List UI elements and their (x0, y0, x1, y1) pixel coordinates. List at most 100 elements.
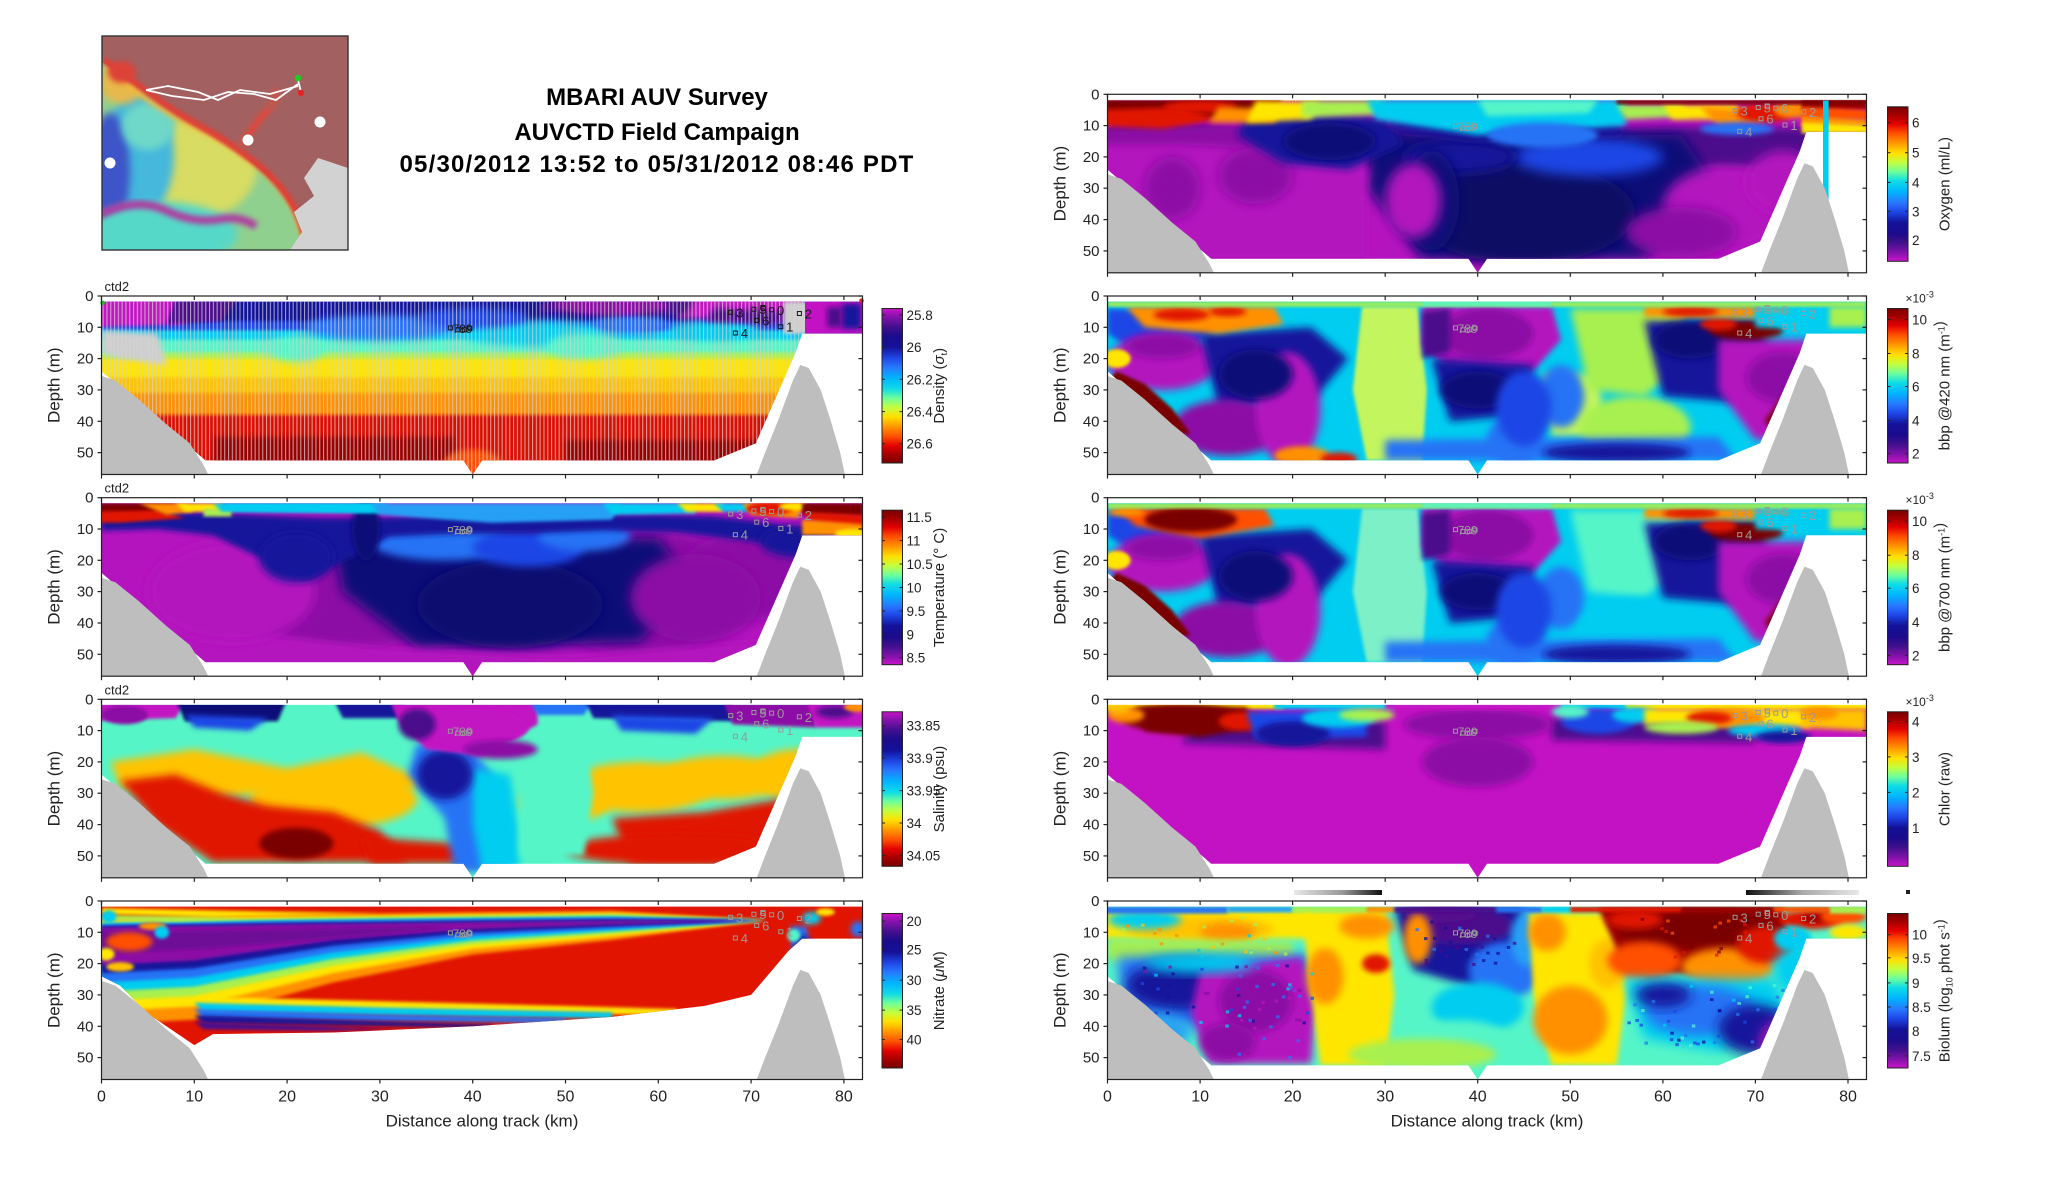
svg-text:2: 2 (1912, 233, 1920, 248)
svg-text:2: 2 (1809, 912, 1816, 927)
svg-text:1: 1 (1790, 723, 1797, 738)
svg-text:789: 789 (1458, 322, 1478, 336)
svg-text:50: 50 (77, 1050, 94, 1067)
svg-text:Distance along track (km): Distance along track (km) (1391, 1112, 1584, 1131)
svg-text:2: 2 (1809, 307, 1816, 322)
svg-text:4: 4 (1745, 326, 1752, 341)
svg-text:2: 2 (1809, 710, 1816, 725)
svg-text:40: 40 (907, 1032, 922, 1047)
svg-text:0: 0 (1781, 908, 1788, 923)
svg-text:40: 40 (1083, 615, 1100, 632)
svg-text:Temperature (° C): Temperature (° C) (931, 528, 948, 647)
svg-text:50: 50 (1561, 1089, 1579, 1106)
svg-text:1: 1 (786, 723, 793, 738)
svg-text:9: 9 (1912, 976, 1920, 991)
svg-text:10.5: 10.5 (907, 557, 933, 572)
svg-text:bbp @420 nm (m-1): bbp @420 nm (m-1) (1932, 321, 1954, 450)
svg-text:30: 30 (907, 973, 922, 988)
svg-text:4: 4 (741, 931, 748, 946)
svg-text:Depth (m): Depth (m) (1050, 751, 1069, 827)
svg-text:0: 0 (85, 490, 93, 507)
svg-text:50: 50 (77, 445, 94, 462)
svg-text:80: 80 (835, 1089, 853, 1106)
svg-text:9.5: 9.5 (1912, 951, 1931, 966)
svg-text:40: 40 (464, 1089, 482, 1106)
svg-text:6: 6 (1912, 116, 1920, 131)
svg-text:10: 10 (1083, 924, 1100, 941)
svg-text:0: 0 (777, 303, 784, 318)
svg-text:3: 3 (736, 709, 743, 724)
svg-text:5: 5 (1764, 302, 1771, 317)
svg-text:2: 2 (1912, 785, 1920, 800)
svg-text:Depth (m): Depth (m) (1051, 549, 1070, 625)
svg-text:50: 50 (77, 848, 94, 865)
svg-text:6: 6 (1766, 717, 1773, 732)
svg-text:2: 2 (805, 508, 812, 523)
svg-text:789: 789 (452, 524, 472, 538)
svg-text:2: 2 (805, 912, 812, 927)
svg-text:10: 10 (77, 521, 94, 538)
svg-text:0: 0 (1091, 490, 1099, 507)
svg-text:2: 2 (1809, 105, 1816, 120)
svg-text:26: 26 (907, 340, 922, 355)
svg-text:70: 70 (1747, 1089, 1765, 1106)
svg-text:789: 789 (1458, 927, 1478, 941)
svg-text:0: 0 (777, 908, 784, 923)
svg-text:4: 4 (1745, 931, 1752, 946)
svg-text:8.5: 8.5 (1912, 1000, 1931, 1015)
svg-text:Oxygen (ml/L): Oxygen (ml/L) (1937, 137, 1954, 231)
svg-text:2: 2 (1912, 648, 1920, 663)
svg-text:4: 4 (1745, 729, 1752, 744)
svg-text:4: 4 (1745, 528, 1752, 543)
svg-text:bbp @700 nm (m-1): bbp @700 nm (m-1) (1932, 523, 1954, 652)
svg-text:10: 10 (77, 924, 94, 941)
svg-text:3: 3 (1912, 204, 1920, 219)
svg-text:3: 3 (1740, 507, 1747, 522)
svg-text:10: 10 (1191, 1089, 1209, 1106)
svg-text:3: 3 (736, 507, 743, 522)
svg-text:3: 3 (1740, 910, 1747, 925)
svg-text:30: 30 (77, 987, 94, 1004)
svg-text:MBARI AUV Survey: MBARI AUV Survey (546, 84, 768, 111)
svg-text:05/30/2012 13:52 to 05/31/2012: 05/30/2012 13:52 to 05/31/2012 08:46 PDT (400, 151, 915, 178)
svg-text:10: 10 (1912, 313, 1927, 328)
svg-text:40: 40 (77, 817, 94, 834)
svg-text:789: 789 (452, 322, 472, 336)
svg-text:34.05: 34.05 (907, 849, 941, 864)
svg-text:AUVCTD Field Campaign: AUVCTD Field Campaign (514, 119, 799, 146)
svg-text:10: 10 (907, 581, 922, 596)
svg-text:9: 9 (907, 627, 915, 642)
svg-text:Depth (m): Depth (m) (44, 952, 63, 1028)
svg-text:10: 10 (1083, 723, 1100, 740)
svg-text:0: 0 (97, 1089, 106, 1106)
svg-text:Depth (m): Depth (m) (1051, 146, 1070, 222)
svg-text:50: 50 (1083, 1050, 1100, 1067)
svg-text:5: 5 (1764, 706, 1771, 721)
svg-text:Distance along track (km): Distance along track (km) (386, 1112, 579, 1131)
svg-text:50: 50 (77, 646, 94, 663)
svg-text:1: 1 (1790, 521, 1797, 536)
svg-text:40: 40 (1083, 1018, 1100, 1035)
svg-text:2: 2 (805, 307, 812, 322)
svg-text:10: 10 (1083, 521, 1100, 538)
svg-text:4: 4 (1912, 175, 1920, 190)
svg-text:50: 50 (1083, 445, 1100, 462)
svg-text:ctd2: ctd2 (105, 481, 130, 496)
svg-text:6: 6 (762, 717, 769, 732)
svg-text:3: 3 (1740, 709, 1747, 724)
svg-text:30: 30 (77, 584, 94, 601)
svg-text:2: 2 (1912, 447, 1920, 462)
svg-text:40: 40 (77, 1018, 94, 1035)
svg-text:10: 10 (1083, 118, 1100, 135)
svg-text:20: 20 (1083, 351, 1100, 368)
svg-text:5: 5 (759, 907, 766, 922)
svg-text:6: 6 (1912, 581, 1920, 596)
svg-text:33.85: 33.85 (907, 719, 941, 734)
svg-text:3: 3 (1740, 305, 1747, 320)
svg-text:20: 20 (77, 754, 94, 771)
svg-text:0: 0 (777, 505, 784, 520)
svg-text:Biolum (log10 phot s-1): Biolum (log10 phot s-1) (1932, 919, 1955, 1062)
svg-text:2: 2 (1809, 508, 1816, 523)
svg-text:0: 0 (85, 691, 93, 708)
svg-text:0: 0 (85, 893, 93, 910)
